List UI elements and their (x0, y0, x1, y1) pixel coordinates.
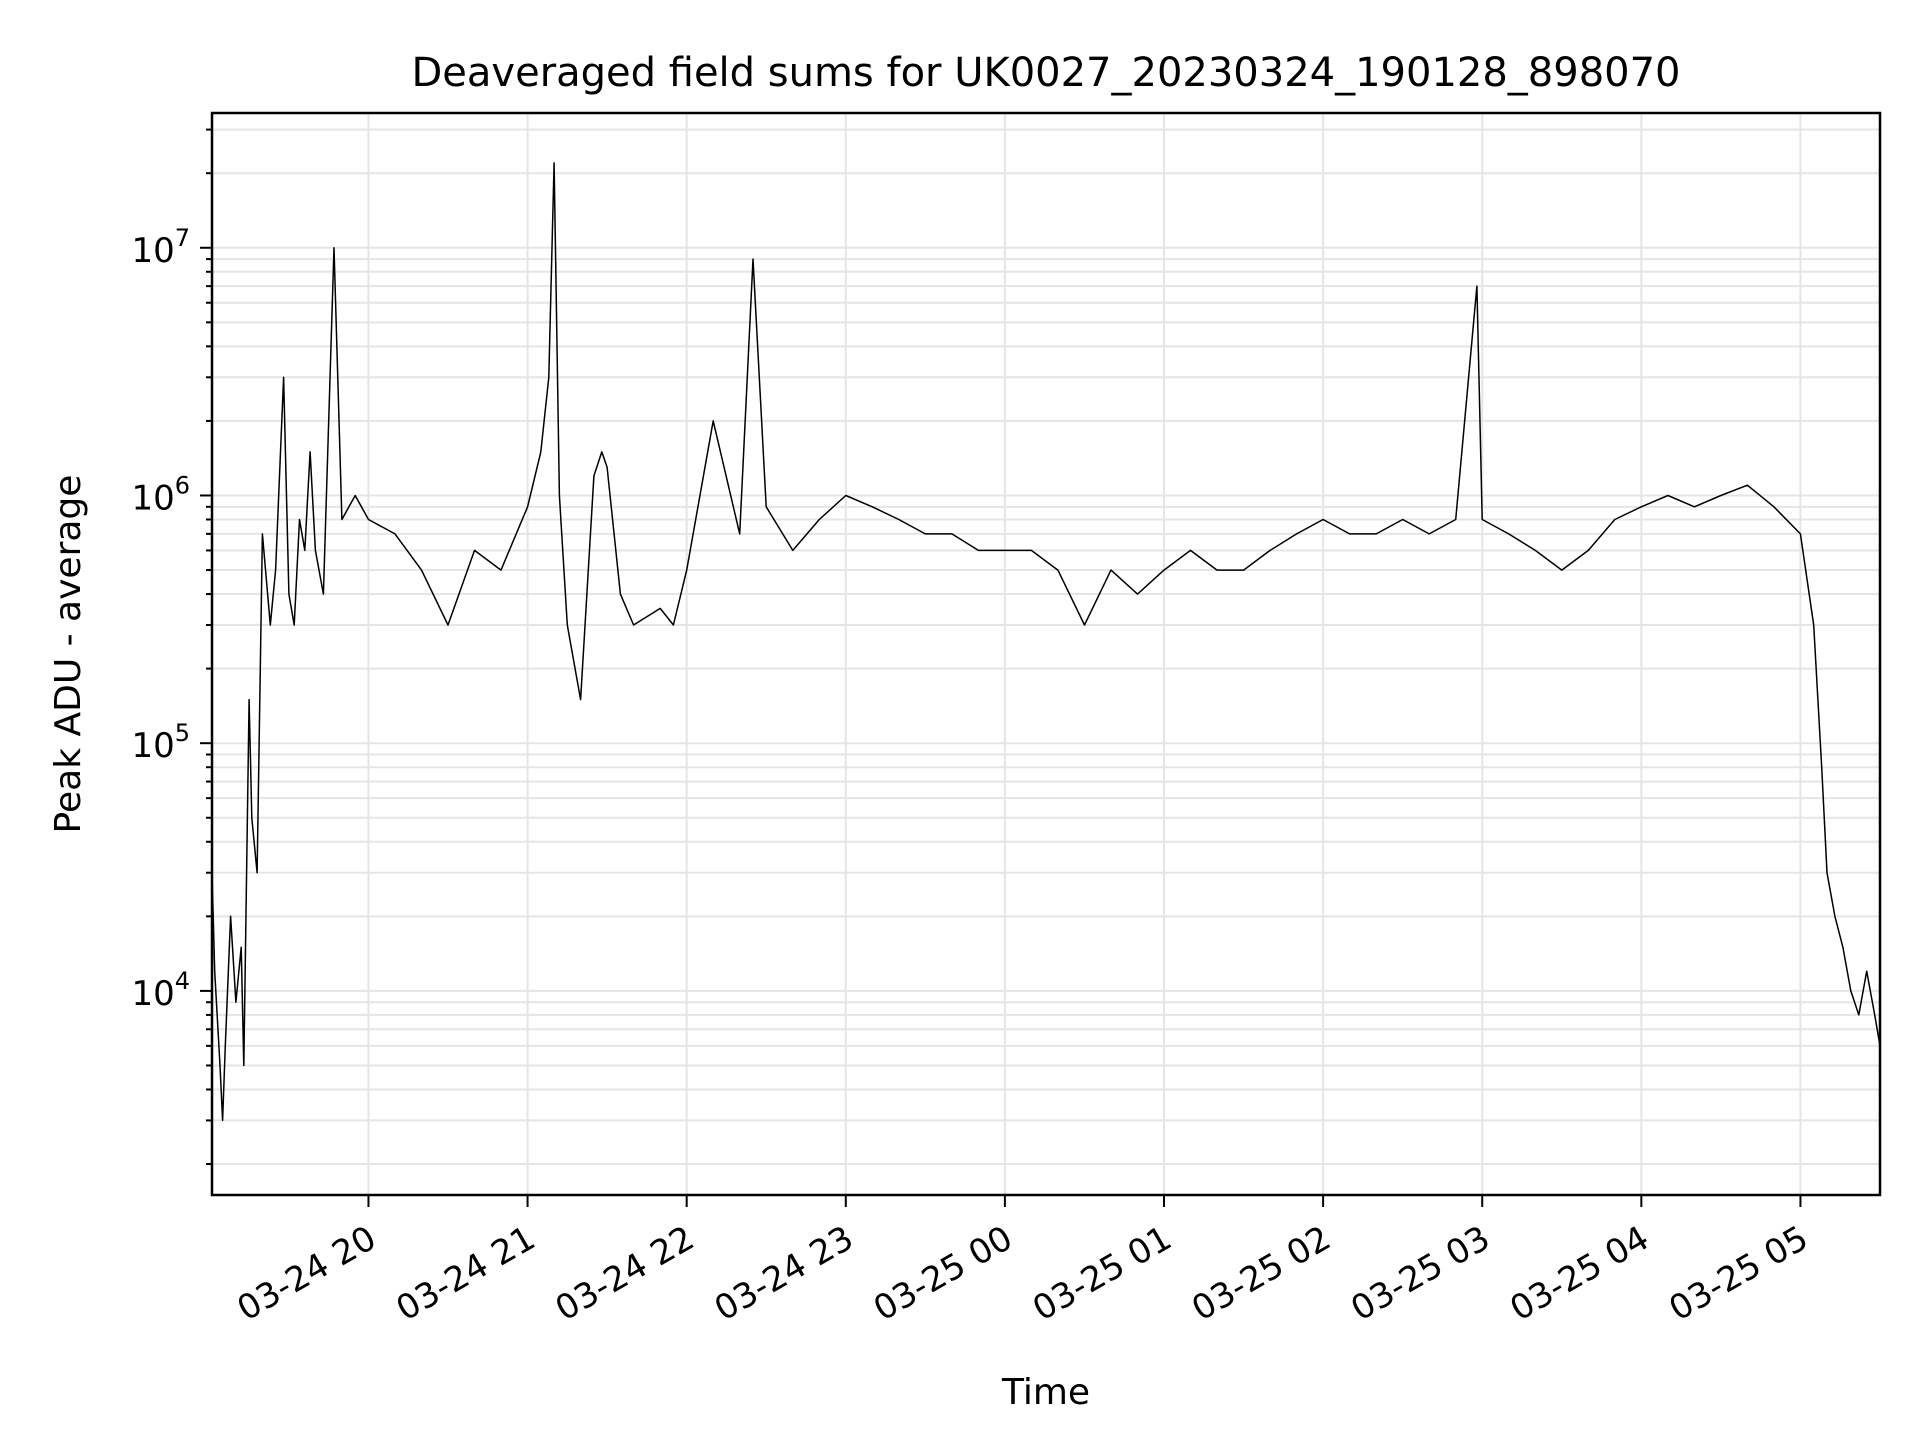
series-layer (211, 162, 1881, 1122)
tick-marks (200, 128, 1802, 1207)
chart-title: Deaveraged field sums for UK0027_2023032… (411, 50, 1680, 96)
y-tick-label: 104 (131, 967, 190, 1014)
x-axis-label: Time (1001, 1372, 1090, 1413)
y-tick-label: 105 (131, 719, 190, 766)
y-tick-labels: 104 105 106 107 (131, 224, 190, 1014)
grid-lines (212, 113, 1880, 1195)
y-tick-label: 106 (131, 471, 190, 518)
series-line (211, 162, 1881, 1122)
y-tick-label: 107 (131, 224, 190, 271)
y-axis-label: Peak ADU - average (48, 475, 89, 834)
plot-frame (210, 111, 1882, 1197)
